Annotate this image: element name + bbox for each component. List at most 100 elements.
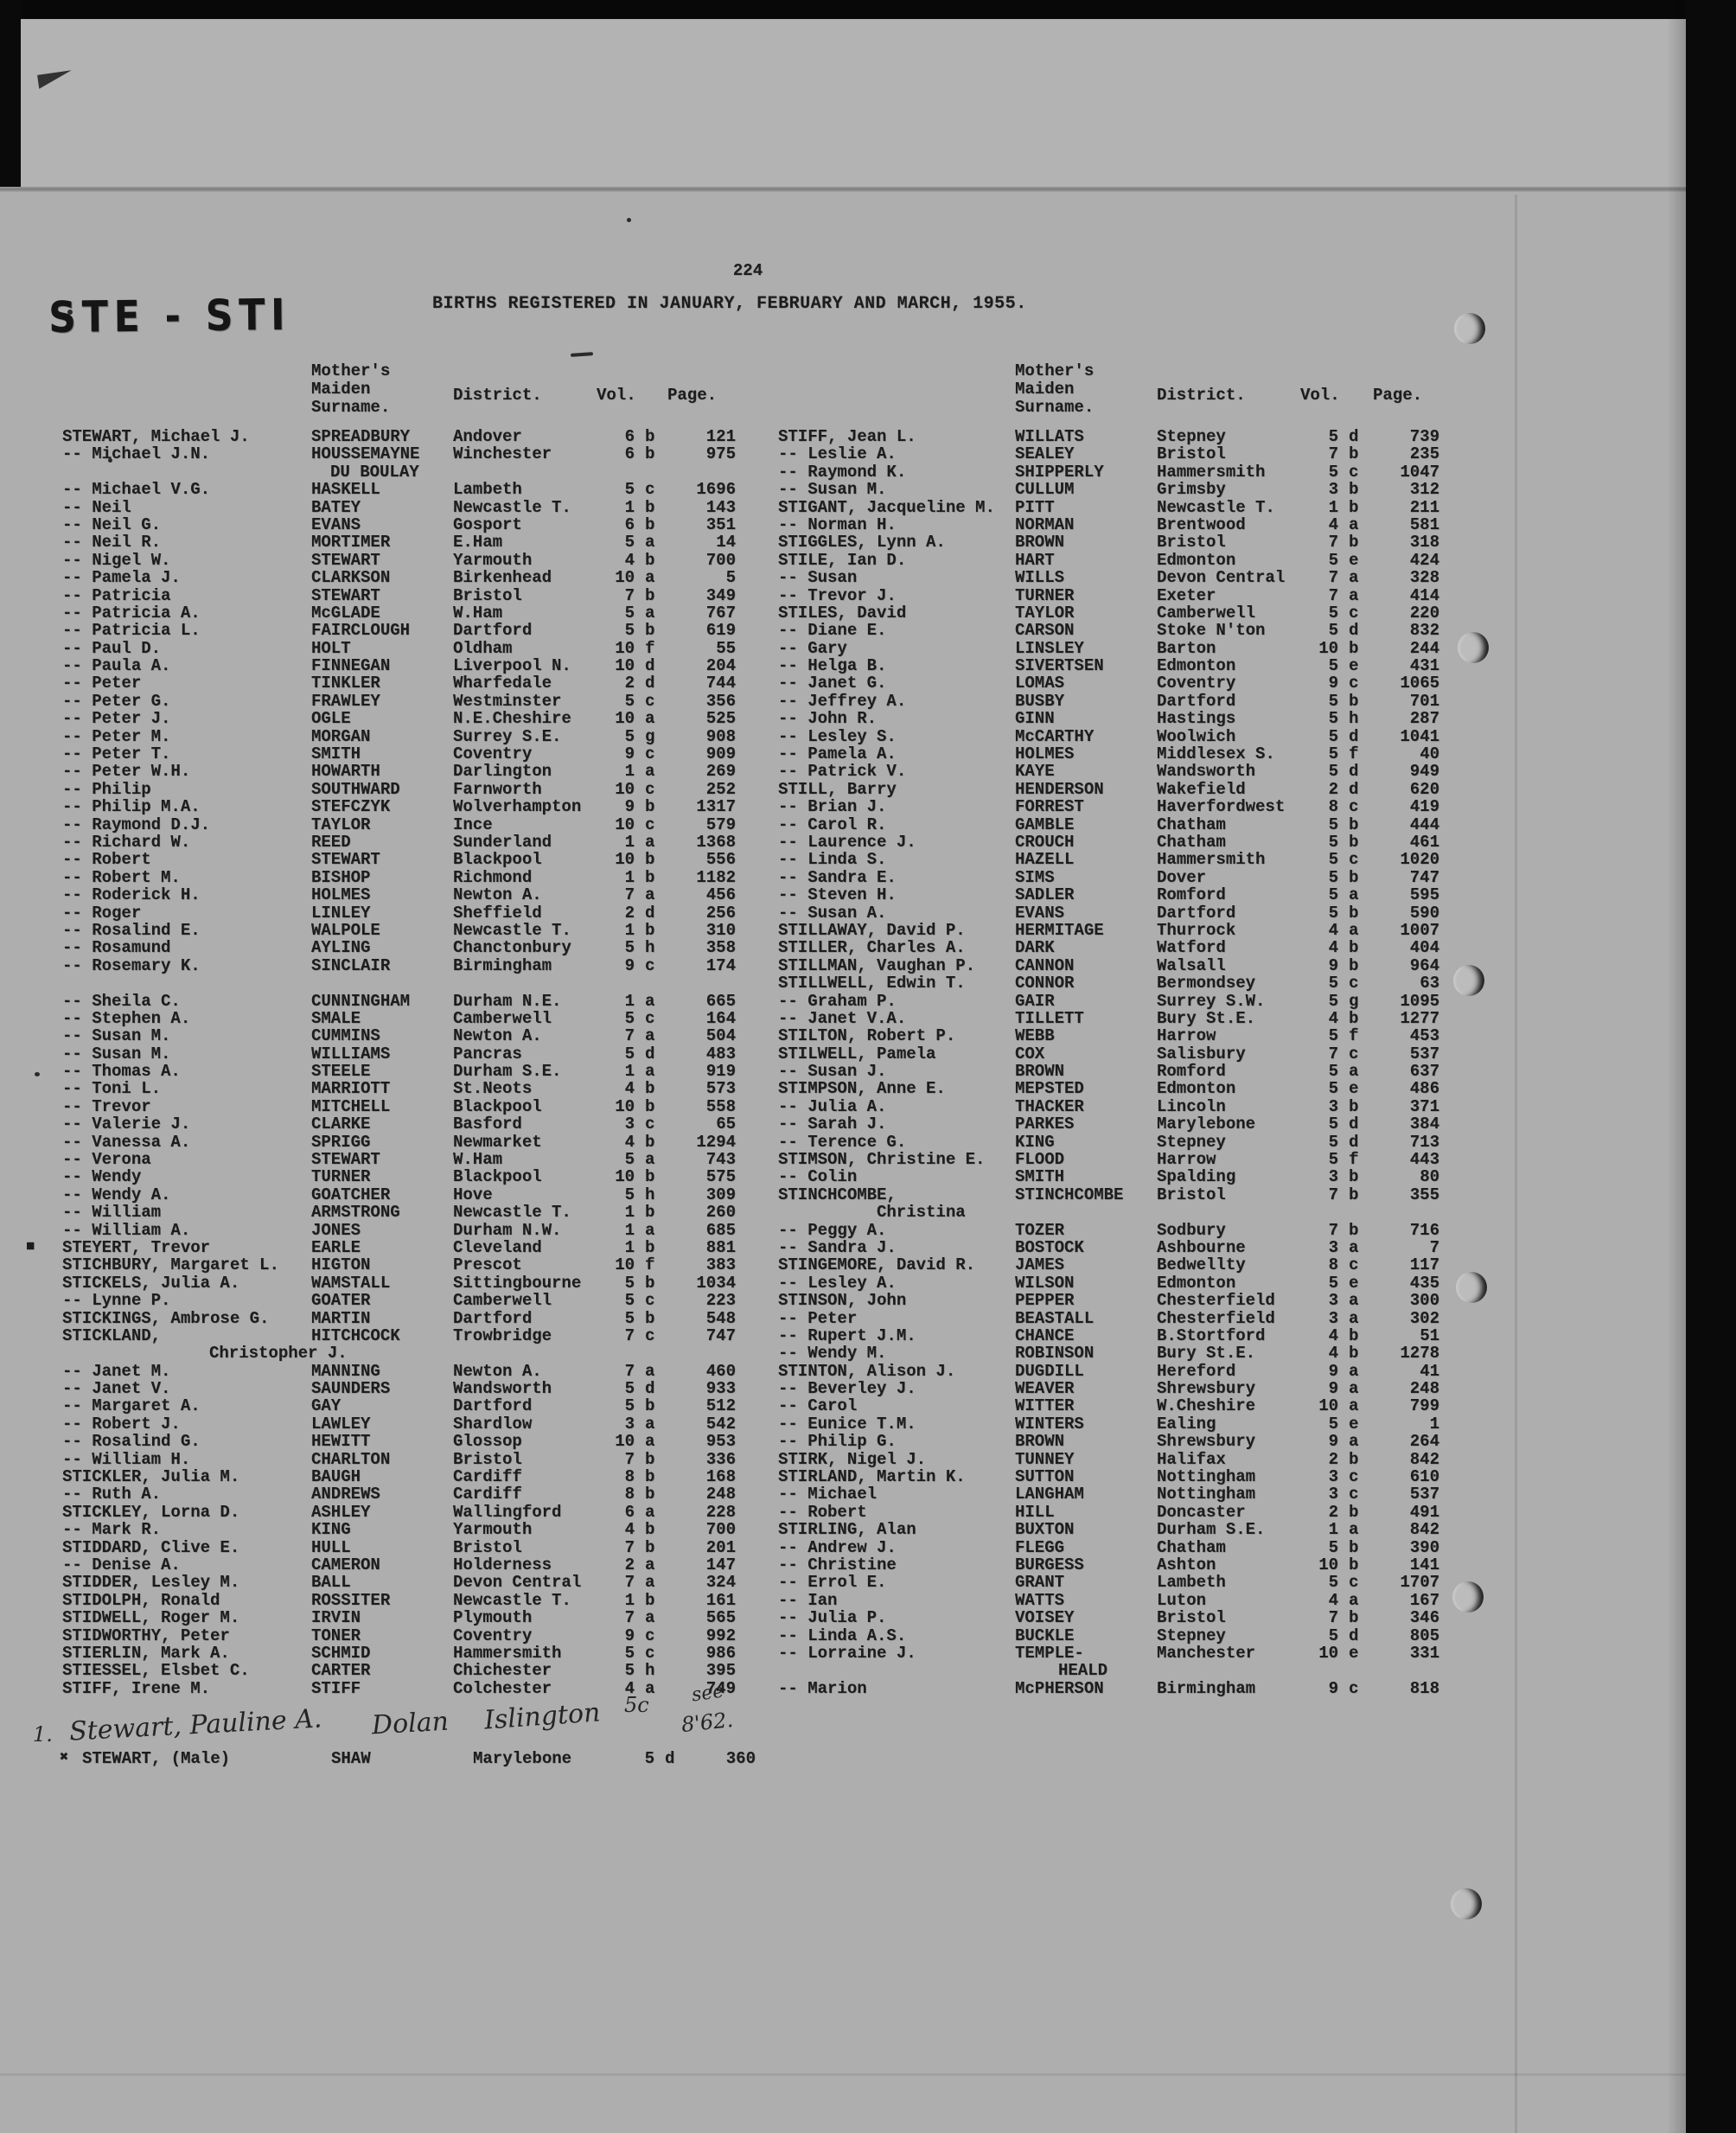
entry-volume: 1	[624, 991, 635, 1011]
entry-volume-letter: a	[1349, 920, 1359, 940]
entry-district: Hammersmith	[1157, 462, 1266, 482]
entry-name: -- Andrew J.	[778, 1537, 897, 1557]
entry-page: 986	[705, 1643, 736, 1663]
entry-volume: 10	[1318, 1555, 1338, 1574]
entry-volume: 6	[624, 444, 635, 464]
entry-mother-surname: FINNEGAN	[311, 656, 391, 676]
entry-volume: 9	[624, 797, 635, 817]
entry-volume-letter: a	[645, 1414, 655, 1434]
entry-mother-surname: CAMERON	[311, 1555, 380, 1574]
entry-mother-surname: STEFCZYK	[311, 797, 391, 817]
entry-page: 244	[1409, 638, 1439, 658]
entry-volume: 10	[615, 1432, 635, 1452]
entry-name: -- Jeffrey A.	[778, 691, 907, 711]
entry-volume-letter: b	[645, 1167, 655, 1187]
entry-volume-letter: b	[645, 867, 655, 887]
entry-district: Farnworth	[453, 779, 542, 799]
index-row: -- William ARMSTRONG Newcastle T. 1 b 260	[62, 1204, 754, 1222]
entry-page: 161	[705, 1590, 736, 1610]
index-row: -- Neil BATEY Newcastle T. 1 b 143	[62, 498, 754, 516]
entry-volume-letter: d	[1349, 1132, 1359, 1152]
index-row: -- Peter W.H. HOWARTH Darlington 1 a 269	[62, 762, 754, 782]
entry-name: -- Roderick H.	[62, 885, 201, 905]
index-row: STINTON, Alison J. DUGDILL Hereford 9 a 41	[778, 1362, 1452, 1380]
entry-mother-surname: WILLS	[1015, 568, 1065, 588]
entry-volume: 1	[624, 867, 635, 887]
index-row: -- John R. GINN Hastings 5 h 287	[778, 710, 1452, 728]
entry-page: 371	[1409, 1096, 1439, 1116]
entry-district: Edmonton	[1157, 656, 1236, 676]
entry-page: 818	[1409, 1678, 1439, 1698]
index-row: STIFF, Jean L. WILLATS Stepney 5 d 739	[778, 428, 1452, 446]
entry-volume: 5	[624, 1379, 635, 1399]
entry-volume: 1	[624, 1220, 635, 1240]
entry-mother-surname: CLARKSON	[311, 568, 391, 588]
entry-volume: 5	[1328, 1625, 1338, 1645]
entry-page: 460	[705, 1361, 736, 1381]
entry-mother-surname: BROWN	[1015, 533, 1065, 552]
entry-page: 744	[705, 674, 736, 693]
entry-volume: 3	[1328, 1167, 1338, 1187]
entry-volume-letter: b	[1349, 638, 1359, 658]
entry-volume: 7	[624, 1361, 635, 1381]
index-row: -- Susan M. CUMMINS Newton A. 7 a 504	[62, 1027, 754, 1045]
entry-name: -- Trevor J.	[778, 585, 897, 605]
index-row: STILLER, Charles A. DARK Watford 4 b 404	[778, 938, 1452, 958]
index-row: -- Leslie A. SEALEY Bristol 7 b 235	[778, 445, 1452, 463]
entry-volume: 1	[1328, 497, 1338, 517]
entry-volume-letter: a	[645, 832, 655, 852]
entry-name: -- Michael J.N.	[62, 444, 211, 464]
entry-name: STIDDARD, Clive E.	[62, 1537, 240, 1557]
entry-volume-letter: b	[1349, 497, 1359, 517]
entry-name: -- Linda S.	[778, 850, 887, 870]
header-vol-right: Vol.	[1300, 386, 1340, 405]
entry-volume: 1	[624, 832, 635, 852]
entry-mother-surname: COX	[1015, 1044, 1045, 1063]
entry-district: Haverfordwest	[1157, 797, 1286, 817]
entry-mother-surname: TAYLOR	[311, 814, 371, 834]
index-row: -- Nigel W. STEWART Yarmouth 4 b 700	[62, 551, 754, 569]
entry-district: W.Cheshire	[1157, 1396, 1256, 1416]
entry-district: Stepney	[1157, 1132, 1226, 1152]
entry-name: -- Peter W.H.	[62, 762, 191, 782]
entry-page: 331	[1409, 1643, 1439, 1663]
entry-name: STIRLING, Alan	[778, 1520, 916, 1540]
entry-volume: 5	[1328, 1132, 1338, 1152]
entry-volume: 10	[615, 850, 635, 870]
entry-district: Chatham	[1157, 832, 1226, 852]
index-row: -- Christine BURGESS Ashton 10 b 141	[778, 1556, 1452, 1574]
entry-name: -- Christine	[778, 1555, 897, 1574]
entry-volume-letter: a	[1349, 1396, 1359, 1416]
entry-district: Richmond	[453, 867, 533, 887]
entry-volume: 9	[1328, 1379, 1338, 1399]
entry-page: 743	[705, 1150, 736, 1170]
entry-district: Chichester	[453, 1661, 552, 1681]
index-row: STILES, David TAYLOR Camberwell 5 c 220	[778, 604, 1452, 623]
entry-name: -- Robert M.	[62, 867, 181, 887]
entry-district: Edmonton	[1157, 1273, 1236, 1293]
entry-mother-surname: CULLUM	[1015, 480, 1075, 500]
entry-volume-letter: b	[645, 1590, 655, 1610]
square-marker-icon: ■	[26, 1238, 35, 1255]
entry-district: E.Ham	[453, 533, 503, 552]
index-row: -- Brian J. FORREST Haverfordwest 8 c 419	[778, 797, 1452, 817]
entry-mother-surname: LAWLEY	[311, 1414, 371, 1434]
entry-volume-letter: b	[1349, 938, 1359, 958]
entry-mother-surname: VOISEY	[1015, 1608, 1075, 1628]
entry-name: -- Roger	[62, 903, 142, 923]
entry-name: -- Neil R.	[62, 533, 162, 552]
entry-page: 747	[705, 1325, 736, 1345]
entry-volume-letter: b	[645, 797, 655, 817]
index-row: -- Linda S. HAZELL Hammersmith 5 c 1020	[778, 850, 1452, 870]
entry-volume-letter: c	[645, 1325, 655, 1345]
entry-mother-surname: SEALEY	[1015, 444, 1075, 464]
index-row: -- Rupert J.M. CHANCE B.Stortford 4 b 51	[778, 1327, 1452, 1345]
index-row: -- William H. CHARLTON Bristol 7 b 336	[62, 1450, 754, 1468]
entry-page: 256	[705, 903, 736, 923]
entry-name: -- Philip G.	[778, 1432, 897, 1452]
index-row: STILLAWAY, David P. HERMITAGE Thurrock 4 a 10…	[778, 920, 1452, 940]
entry-volume: 10	[1318, 1643, 1338, 1663]
entry-name: -- Thomas A.	[62, 1062, 181, 1082]
entry-mother-surname: TINKLER	[311, 674, 380, 693]
entry-page: 461	[1409, 832, 1439, 852]
